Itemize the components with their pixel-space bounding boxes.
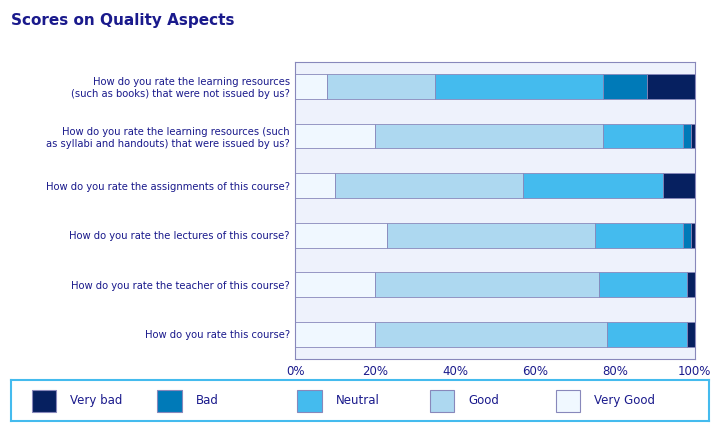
Bar xyxy=(295,124,375,148)
Text: Neutral: Neutral xyxy=(336,394,379,407)
Bar xyxy=(335,173,523,198)
Bar xyxy=(603,124,683,148)
Text: Scores on Quality Aspects: Scores on Quality Aspects xyxy=(11,13,234,28)
Bar xyxy=(599,272,687,297)
Bar xyxy=(683,223,690,247)
Bar xyxy=(647,74,695,99)
FancyBboxPatch shape xyxy=(32,390,56,412)
Bar xyxy=(523,173,663,198)
Bar xyxy=(295,322,375,347)
Text: Good: Good xyxy=(468,394,499,407)
FancyBboxPatch shape xyxy=(556,390,580,412)
Text: Bad: Bad xyxy=(196,394,219,407)
Bar xyxy=(295,173,335,198)
Bar xyxy=(690,124,695,148)
Bar xyxy=(603,74,647,99)
Bar xyxy=(295,74,327,99)
FancyBboxPatch shape xyxy=(430,390,454,412)
Text: Very Good: Very Good xyxy=(594,394,655,407)
FancyBboxPatch shape xyxy=(297,390,322,412)
Bar xyxy=(435,74,603,99)
Bar xyxy=(663,173,695,198)
Bar xyxy=(387,223,595,247)
Bar xyxy=(295,223,387,247)
Text: Very bad: Very bad xyxy=(70,394,122,407)
Bar xyxy=(595,223,683,247)
Bar xyxy=(375,124,603,148)
Bar xyxy=(375,272,599,297)
Bar xyxy=(690,223,695,247)
Bar xyxy=(683,124,690,148)
Bar xyxy=(687,322,695,347)
Bar xyxy=(295,272,375,297)
Bar xyxy=(687,272,695,297)
Bar xyxy=(607,322,687,347)
Bar xyxy=(327,74,435,99)
Bar xyxy=(375,322,607,347)
FancyBboxPatch shape xyxy=(158,390,182,412)
